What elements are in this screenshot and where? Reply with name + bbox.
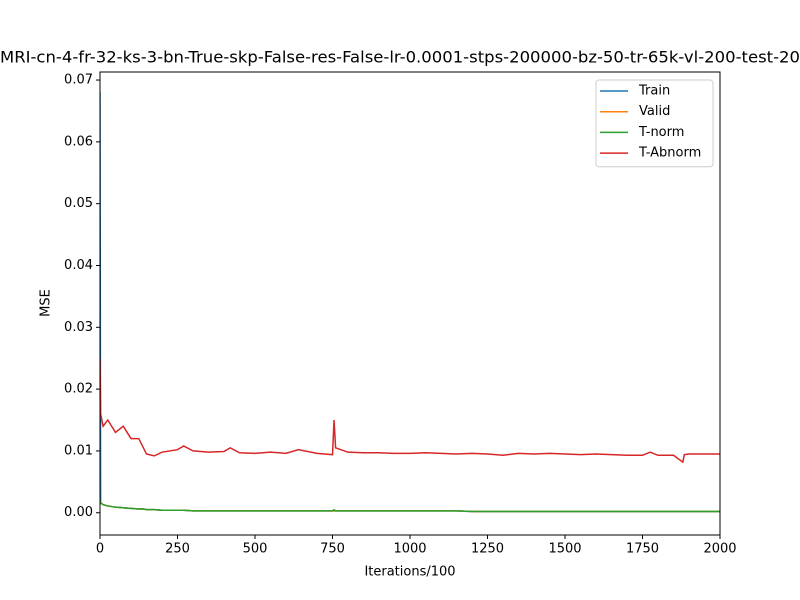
- y-tick-label: 0.02: [64, 382, 93, 397]
- x-tick-label: 250: [165, 542, 190, 557]
- legend-box: [595, 79, 714, 168]
- x-tick-label: 2000: [703, 542, 736, 557]
- y-tick-label: 0.04: [64, 258, 93, 273]
- y-tick-label: 0.05: [64, 196, 93, 211]
- y-tick-label: 0.03: [64, 320, 93, 335]
- x-axis-label: Iterations/100: [364, 565, 455, 580]
- y-tick-label: 0.07: [64, 73, 93, 88]
- chart-title: MRI-cn-4-fr-32-ks-3-bn-True-skp-False-re…: [0, 48, 800, 67]
- x-tick-label: 1750: [626, 542, 659, 557]
- y-tick-label: 0.06: [64, 134, 93, 149]
- legend-label: Valid: [639, 104, 670, 119]
- x-tick-label: 1500: [548, 542, 581, 557]
- x-tick-label: 1250: [471, 542, 504, 557]
- series-line: [100, 500, 720, 513]
- x-tick-label: 1000: [393, 542, 426, 557]
- legend-label: T-norm: [638, 125, 684, 140]
- x-tick-label: 0: [96, 542, 104, 557]
- series-line: [100, 500, 720, 513]
- x-tick-label: 500: [243, 542, 268, 557]
- y-tick-label: 0.00: [64, 505, 93, 520]
- y-tick-label: 0.01: [64, 443, 93, 458]
- series-line: [100, 358, 720, 464]
- plot-lines: [100, 92, 720, 513]
- legend-label: Train: [638, 84, 670, 99]
- x-tick-label: 750: [320, 542, 345, 557]
- y-axis-label: MSE: [39, 289, 54, 317]
- legend-label: T-Abnorm: [638, 146, 701, 161]
